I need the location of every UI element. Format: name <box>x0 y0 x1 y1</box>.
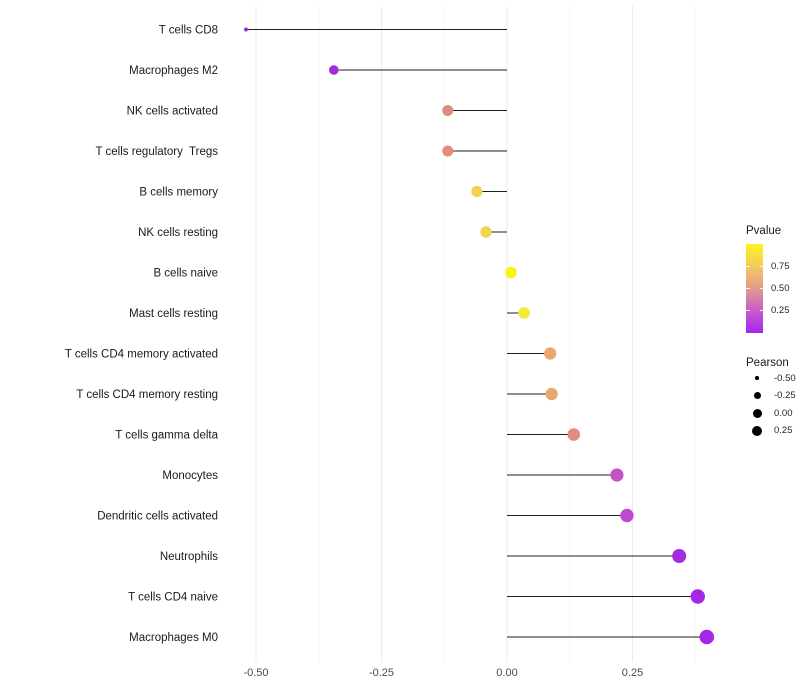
size-legend-label: 0.00 <box>774 407 793 419</box>
size-legend-dot <box>752 425 762 436</box>
y-axis-label: Macrophages M0 <box>129 632 218 644</box>
size-legend-label: 0.25 <box>774 425 793 436</box>
lollipop-dot <box>442 105 454 116</box>
y-axis-label: T cells regulatory Tregs <box>95 146 218 158</box>
size-legend-entry: -0.50 <box>746 369 796 387</box>
y-axis-label: Neutrophils <box>160 551 218 563</box>
pvalue-legend-title: Pvalue <box>746 225 782 237</box>
lollipop-dot <box>471 185 483 198</box>
colorbar-tick <box>746 266 750 267</box>
y-axis-label: T cells CD4 naive <box>128 592 218 604</box>
y-axis-label: T cells gamma delta <box>115 430 218 442</box>
lollipop-dot <box>544 347 557 360</box>
x-axis-tick-label: -0.25 <box>369 667 394 679</box>
pearson-legend-title: Pearson <box>746 357 789 369</box>
size-legend-entry: -0.25 <box>746 387 796 405</box>
y-axis-label: NK cells resting <box>138 227 218 239</box>
y-axis-label: T cells CD4 memory activated <box>65 349 218 361</box>
lollipop-dot <box>672 549 687 563</box>
colorbar-tick-label: 0.25 <box>771 304 790 316</box>
y-axis-label: T cells CD4 memory resting <box>76 389 218 401</box>
colorbar-tick-label: 0.75 <box>771 260 790 272</box>
y-axis-label: B cells memory <box>139 187 218 199</box>
lollipop-dot <box>545 387 558 401</box>
lollipop-dot <box>518 307 530 319</box>
pvalue-colorbar <box>746 244 763 333</box>
y-axis-label: T cells CD8 <box>159 25 218 37</box>
x-axis-tick-label: 0.00 <box>496 667 517 679</box>
lollipop-dot <box>690 589 705 604</box>
lollipop-dot <box>505 266 517 279</box>
y-axis-label: B cells naive <box>153 268 218 280</box>
size-legend-dot <box>753 392 761 399</box>
colorbar-tick <box>746 288 750 289</box>
x-axis-tick-label: 0.25 <box>622 667 643 679</box>
size-legend-entry: 0.00 <box>746 404 793 422</box>
y-axis-label: Monocytes <box>162 470 218 482</box>
size-legend-dot <box>752 408 762 418</box>
y-axis-label: Macrophages M2 <box>129 65 218 77</box>
colorbar-tick-label: 0.50 <box>771 282 790 294</box>
size-legend-dot <box>755 376 759 380</box>
lollipop-dot <box>480 226 492 238</box>
lollipop-dot <box>567 428 581 441</box>
colorbar-tick <box>759 266 763 267</box>
y-axis-label: NK cells activated <box>127 106 218 118</box>
size-legend-entry: 0.25 <box>746 422 793 440</box>
y-axis-label: Dendritic cells activated <box>97 511 218 523</box>
size-legend-label: -0.50 <box>774 372 796 384</box>
x-axis-tick-label: -0.50 <box>243 667 268 679</box>
lollipop-dot <box>610 468 624 482</box>
y-axis-label: Mast cells resting <box>129 308 218 320</box>
lollipop-dot <box>699 629 715 645</box>
colorbar-tick <box>759 310 763 311</box>
lollipop-dot <box>442 145 454 157</box>
lollipop-dot <box>243 27 248 32</box>
lollipop-dot <box>620 508 634 523</box>
size-legend-label: -0.25 <box>774 390 796 401</box>
colorbar-tick <box>746 310 750 311</box>
lollipop-dot <box>329 65 339 75</box>
colorbar-tick <box>759 288 763 289</box>
